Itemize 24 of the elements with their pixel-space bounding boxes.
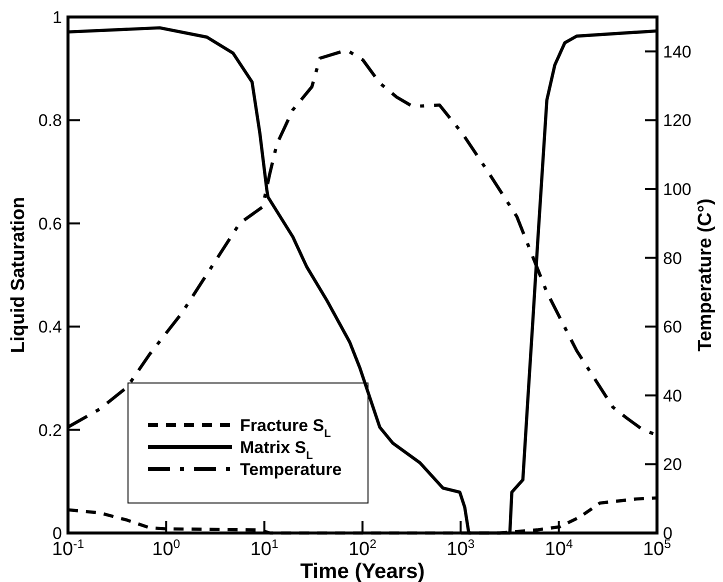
y-tick-label: 0 xyxy=(52,524,62,543)
x-tick-label: 10$^{3}$ xyxy=(446,537,475,560)
y-axis-title: Liquid Saturation xyxy=(8,196,29,354)
y2-tick-label: 20 xyxy=(663,455,682,474)
x-tick-label: 10$^{0}$ xyxy=(152,537,180,560)
y2-axis-title: Temperature (C°) xyxy=(695,198,716,352)
y-tick-label: 1 xyxy=(52,8,62,27)
y-tick-label: 0.6 xyxy=(38,214,62,234)
legend-label: Temperature xyxy=(240,460,342,479)
y2-tick-label: 140 xyxy=(663,42,692,62)
y-tick-label: 0.2 xyxy=(38,420,62,440)
x-tick-label: 10$^{2}$ xyxy=(348,537,377,560)
y2-tick-label: 60 xyxy=(663,318,682,337)
y-tick-label: 0.4 xyxy=(38,318,62,337)
x-tick-label: 10$^{1}$ xyxy=(250,537,278,560)
y2-tick-label: 100 xyxy=(663,180,692,199)
legend-label: Fracture S$_{L}$ xyxy=(240,416,332,440)
x-tick-label: 10$^{4}$ xyxy=(544,537,573,560)
y2-tick-label: 40 xyxy=(663,386,682,406)
y2-tick-label: 120 xyxy=(663,111,692,130)
y-tick-label: 0.8 xyxy=(38,111,62,130)
y2-tick-label: 80 xyxy=(663,248,682,268)
legend-label: Matrix S$_{L}$ xyxy=(240,438,314,462)
x-axis-title: Time (Years) xyxy=(300,560,425,582)
